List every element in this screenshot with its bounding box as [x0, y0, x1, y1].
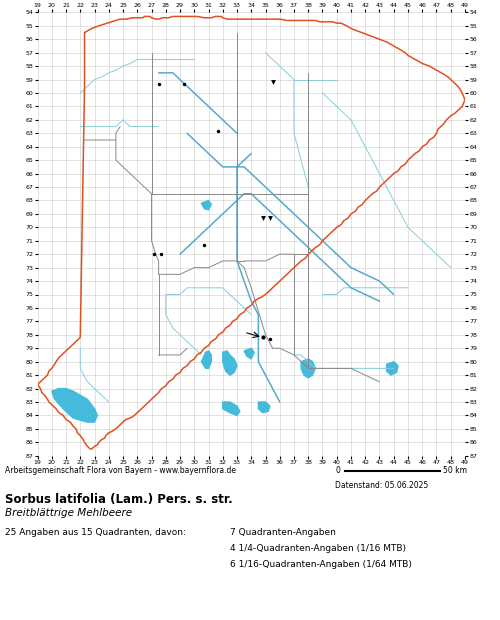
Text: 50 km: 50 km — [443, 466, 467, 475]
Text: Arbeitsgemeinschaft Flora von Bayern - www.bayernflora.de: Arbeitsgemeinschaft Flora von Bayern - w… — [5, 466, 236, 475]
Text: Breitblättrige Mehlbeere: Breitblättrige Mehlbeere — [5, 508, 132, 518]
Text: 6 1/16-Quadranten-Angaben (1/64 MTB): 6 1/16-Quadranten-Angaben (1/64 MTB) — [230, 560, 412, 569]
Polygon shape — [52, 389, 98, 422]
Text: 7 Quadranten-Angaben: 7 Quadranten-Angaben — [230, 528, 336, 538]
Polygon shape — [223, 402, 240, 415]
Polygon shape — [258, 402, 270, 413]
Polygon shape — [386, 361, 398, 375]
Text: Sorbus latifolia (Lam.) Pers. s. str.: Sorbus latifolia (Lam.) Pers. s. str. — [5, 492, 233, 505]
Text: 25 Angaben aus 15 Quadranten, davon:: 25 Angaben aus 15 Quadranten, davon: — [5, 528, 186, 538]
Polygon shape — [244, 348, 254, 359]
Polygon shape — [202, 200, 211, 210]
Text: Datenstand: 05.06.2025: Datenstand: 05.06.2025 — [335, 480, 428, 490]
Text: 4 1/4-Quadranten-Angaben (1/16 MTB): 4 1/4-Quadranten-Angaben (1/16 MTB) — [230, 544, 406, 553]
Polygon shape — [202, 351, 211, 368]
Polygon shape — [301, 359, 316, 378]
Text: 0: 0 — [335, 466, 340, 475]
Polygon shape — [223, 351, 237, 375]
